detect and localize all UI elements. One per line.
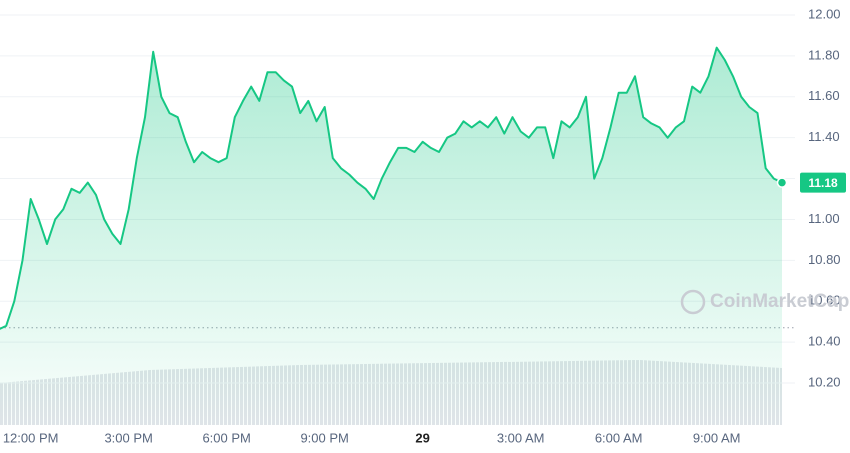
end-dot: [776, 177, 788, 188]
y-tick-label: 10.40: [808, 334, 841, 349]
y-tick-label: 10.80: [808, 252, 841, 267]
y-tick-label: 11.40: [808, 129, 840, 144]
y-tick-label: 11.80: [808, 47, 840, 62]
price-tag-label: 11.18: [808, 176, 838, 190]
watermark: CoinMarketCap: [710, 291, 849, 312]
y-tick-label: 11.00: [808, 211, 840, 226]
area: [0, 47, 782, 425]
y-tick-label: 11.60: [808, 88, 840, 103]
x-tick-label: 29: [415, 430, 429, 445]
x-tick-label: 3:00 AM: [497, 430, 545, 445]
x-tick-label: 9:00 PM: [300, 430, 348, 445]
y-tick-label: 10.20: [808, 374, 841, 389]
watermark-logo: [680, 289, 706, 315]
y-tick-label: 12.00: [808, 6, 841, 21]
x-tick-label: 3:00 PM: [104, 430, 152, 445]
x-tick-label: 9:00 AM: [693, 430, 741, 445]
y-tick-label: 10.60: [808, 293, 841, 308]
price-tag: [800, 172, 846, 193]
x-tick-label: 6:00 PM: [202, 430, 250, 445]
x-tick-label: 12:00 PM: [3, 430, 59, 445]
price-line: [0, 46, 783, 330]
x-tick-label: 6:00 AM: [595, 430, 643, 445]
